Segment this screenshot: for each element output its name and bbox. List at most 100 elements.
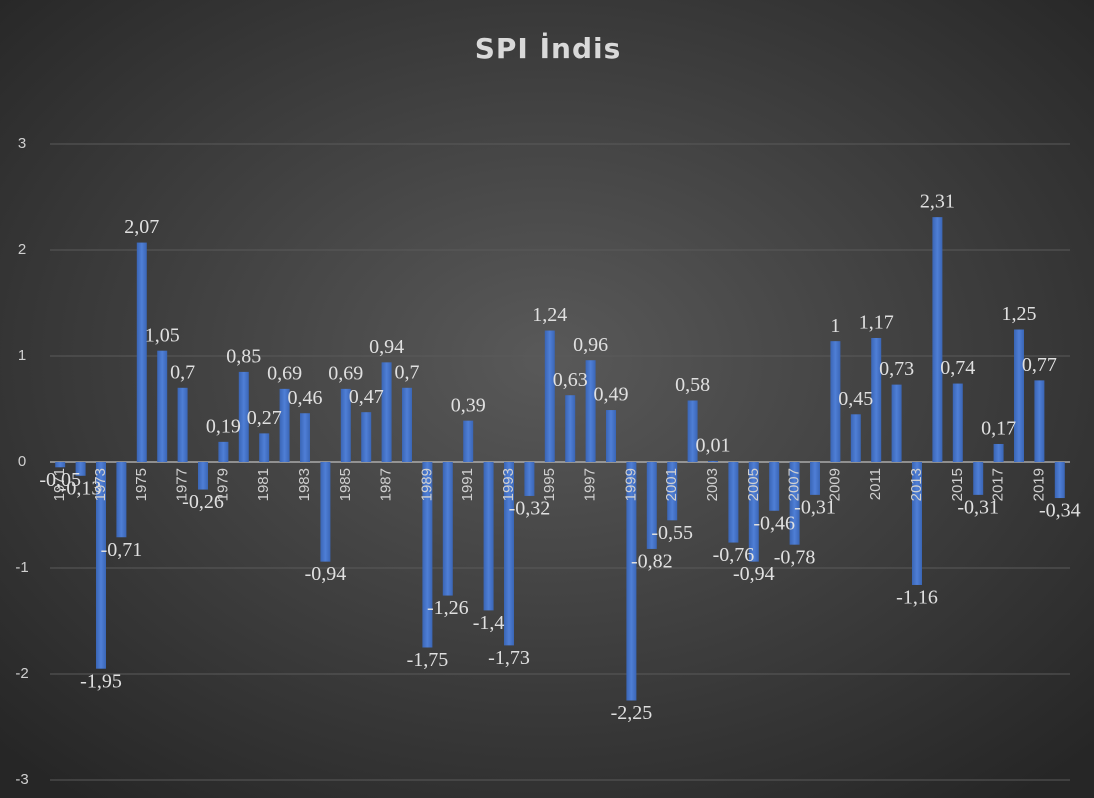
bar <box>565 395 576 462</box>
bar <box>1034 380 1045 462</box>
bar <box>1014 329 1024 462</box>
bar <box>402 387 412 462</box>
value-label: 1 <box>830 315 840 337</box>
bar <box>218 441 229 462</box>
bar <box>606 410 616 462</box>
value-label: 0,58 <box>675 374 710 396</box>
x-tick-label: 1995 <box>541 468 558 501</box>
bar <box>687 400 698 462</box>
value-label: -0,71 <box>101 539 143 561</box>
value-label: 0,27 <box>247 407 282 429</box>
value-label: -0,34 <box>1039 500 1081 522</box>
x-tick-label: 1987 <box>378 468 395 501</box>
value-label: 0,39 <box>451 394 486 416</box>
bar <box>810 462 820 495</box>
value-label: -2,25 <box>611 702 653 724</box>
value-label: -0,76 <box>713 544 755 566</box>
x-tick-label: 2007 <box>786 468 803 501</box>
bar <box>75 462 86 476</box>
x-tick-label: 1975 <box>133 468 150 501</box>
bar <box>361 412 372 462</box>
bar <box>157 350 168 462</box>
bar <box>973 462 984 495</box>
y-tick-label: -1 <box>15 559 28 576</box>
chart-title: SPI İndis <box>475 31 622 65</box>
value-label: 0,74 <box>940 357 975 379</box>
value-label: -0,26 <box>182 491 224 513</box>
bar <box>544 330 555 462</box>
x-tick-label: 2009 <box>826 468 843 501</box>
value-label: 0,01 <box>696 435 731 457</box>
bar <box>1054 462 1065 499</box>
bar <box>340 388 351 462</box>
bar <box>320 462 331 562</box>
bar <box>96 462 106 669</box>
y-tick-label: 1 <box>18 347 26 364</box>
value-label: 1,05 <box>145 324 180 346</box>
x-tick-label: 2013 <box>908 468 925 501</box>
bar <box>769 462 780 511</box>
x-tick-label: 1979 <box>214 468 231 501</box>
x-tick-label: 1997 <box>582 468 599 501</box>
bar <box>748 462 759 562</box>
x-tick-label: 1989 <box>418 468 435 501</box>
bar <box>463 420 474 462</box>
bar <box>279 388 290 462</box>
y-tick-label: 2 <box>18 241 26 258</box>
x-tick-label: 2005 <box>745 468 762 501</box>
x-tick-label: 1999 <box>622 468 639 501</box>
value-label: 0,69 <box>328 362 363 384</box>
value-label: -1,4 <box>473 612 505 634</box>
bar <box>626 462 637 701</box>
bar <box>259 433 270 462</box>
x-tick-label: 1991 <box>459 468 476 501</box>
bar <box>585 360 596 462</box>
value-label: 0,85 <box>226 345 261 367</box>
value-label: 0,63 <box>553 369 588 391</box>
value-label: 0,45 <box>838 388 873 410</box>
bar <box>830 341 841 462</box>
x-tick-label: 1993 <box>500 468 517 501</box>
x-tick-label: 2003 <box>704 468 721 501</box>
value-label: -1,73 <box>488 647 530 669</box>
bar <box>871 337 882 462</box>
value-label: 0,46 <box>288 387 323 409</box>
bar <box>177 387 188 462</box>
value-label: 0,94 <box>369 336 404 358</box>
value-label: 0,69 <box>267 362 302 384</box>
value-label: 1,25 <box>1002 303 1037 325</box>
value-label: -0,31 <box>794 496 836 518</box>
bar <box>646 462 657 549</box>
value-label: -0,94 <box>305 563 347 585</box>
value-label: -0,55 <box>651 522 693 544</box>
x-tick-label: 1983 <box>296 468 313 501</box>
x-tick-label: 1977 <box>174 468 191 501</box>
y-tick-label: -2 <box>15 665 28 682</box>
x-tick-label: 1971 <box>51 468 68 501</box>
y-tick-label: 0 <box>18 453 26 470</box>
value-label: 1,17 <box>859 312 894 334</box>
bar <box>708 460 718 462</box>
value-label: 0,49 <box>594 384 629 406</box>
bar <box>993 443 1004 462</box>
x-tick-label: 1981 <box>255 468 272 501</box>
x-tick-label: 2017 <box>990 468 1007 501</box>
value-label: 1,24 <box>532 304 567 326</box>
value-label: -0,94 <box>733 563 775 585</box>
value-label: 0,17 <box>981 418 1016 440</box>
value-label: 0,7 <box>170 361 195 383</box>
bar <box>524 462 535 496</box>
value-label: 0,7 <box>395 361 420 383</box>
value-label: -1,16 <box>896 587 938 609</box>
bar <box>136 242 147 462</box>
x-tick-label: 2011 <box>867 468 884 500</box>
value-label: 0,19 <box>206 415 241 437</box>
x-tick-label: 2015 <box>949 468 966 501</box>
bar <box>789 462 800 545</box>
value-label: 2,07 <box>124 216 159 238</box>
value-label: -0,46 <box>753 512 795 534</box>
bar <box>952 383 963 462</box>
value-label: -0,31 <box>957 496 999 518</box>
value-label: 0,47 <box>349 386 384 408</box>
